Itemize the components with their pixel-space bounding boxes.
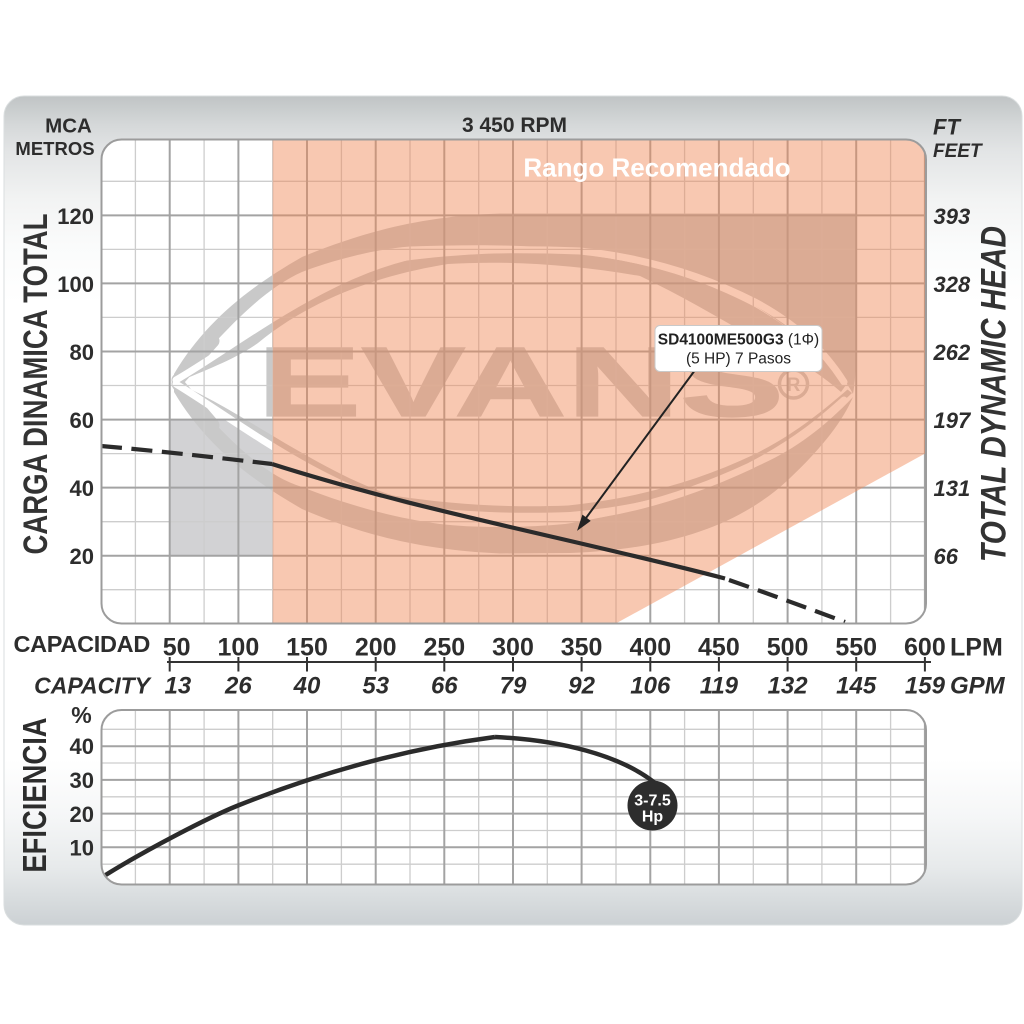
svg-text:550: 550 bbox=[835, 634, 877, 662]
svg-text:106: 106 bbox=[630, 673, 671, 700]
svg-text:MCA: MCA bbox=[45, 115, 92, 138]
svg-text:393: 393 bbox=[934, 204, 971, 229]
svg-text:40: 40 bbox=[293, 673, 321, 700]
svg-text:145: 145 bbox=[836, 673, 877, 700]
svg-text:250: 250 bbox=[423, 634, 465, 662]
svg-text:500: 500 bbox=[767, 634, 809, 662]
svg-text:120: 120 bbox=[57, 204, 94, 229]
svg-text:20: 20 bbox=[70, 802, 94, 827]
svg-text:100: 100 bbox=[218, 634, 260, 662]
svg-text:CARGA DINAMICA TOTAL: CARGA DINAMICA TOTAL bbox=[16, 214, 54, 555]
svg-text:FEET: FEET bbox=[933, 141, 983, 162]
svg-text:TOTAL DYNAMIC HEAD: TOTAL DYNAMIC HEAD bbox=[974, 226, 1013, 562]
svg-text:66: 66 bbox=[431, 673, 458, 700]
svg-text:350: 350 bbox=[561, 634, 603, 662]
svg-text:50: 50 bbox=[163, 634, 191, 662]
svg-text:80: 80 bbox=[70, 340, 94, 365]
svg-text:159: 159 bbox=[905, 673, 946, 700]
svg-text:66: 66 bbox=[934, 544, 959, 569]
svg-text:600: 600 bbox=[904, 634, 946, 662]
svg-text:CAPACITY: CAPACITY bbox=[34, 673, 153, 699]
svg-text:SD4100ME500G3 (1Φ): SD4100ME500G3 (1Φ) bbox=[658, 332, 819, 349]
svg-text:20: 20 bbox=[70, 544, 94, 569]
svg-text:92: 92 bbox=[568, 673, 595, 700]
svg-text:26: 26 bbox=[224, 673, 252, 700]
svg-text:LPM: LPM bbox=[950, 634, 1003, 662]
svg-text:262: 262 bbox=[933, 340, 971, 365]
svg-text:100: 100 bbox=[57, 272, 94, 297]
svg-text:EFICIENCIA: EFICIENCIA bbox=[18, 717, 54, 872]
svg-text:METROS: METROS bbox=[15, 138, 94, 159]
svg-text:328: 328 bbox=[934, 272, 971, 297]
svg-text:40: 40 bbox=[70, 476, 94, 501]
svg-text:Hp: Hp bbox=[642, 809, 664, 826]
svg-text:131: 131 bbox=[934, 476, 971, 501]
svg-text:79: 79 bbox=[500, 673, 527, 700]
svg-text:300: 300 bbox=[492, 634, 534, 662]
svg-text:132: 132 bbox=[768, 673, 809, 700]
svg-text:GPM: GPM bbox=[950, 673, 1006, 700]
svg-text:200: 200 bbox=[355, 634, 397, 662]
svg-text:Rango Recomendado: Rango Recomendado bbox=[523, 153, 790, 183]
svg-text:FT: FT bbox=[933, 115, 961, 140]
svg-text:3 450 RPM: 3 450 RPM bbox=[462, 114, 567, 137]
svg-text:CAPACIDAD: CAPACIDAD bbox=[13, 631, 150, 657]
svg-text:60: 60 bbox=[70, 408, 94, 433]
svg-text:40: 40 bbox=[70, 734, 94, 759]
svg-text:30: 30 bbox=[70, 768, 94, 793]
svg-text:53: 53 bbox=[362, 673, 389, 700]
svg-text:10: 10 bbox=[70, 836, 94, 861]
svg-text:150: 150 bbox=[286, 634, 328, 662]
svg-text:197: 197 bbox=[934, 408, 972, 433]
svg-text:13: 13 bbox=[165, 673, 192, 700]
svg-text:400: 400 bbox=[629, 634, 671, 662]
svg-text:(5 HP) 7 Pasos: (5 HP) 7 Pasos bbox=[686, 351, 791, 368]
svg-text:119: 119 bbox=[700, 673, 739, 700]
svg-text:450: 450 bbox=[698, 634, 740, 662]
svg-text:3-7.5: 3-7.5 bbox=[634, 793, 671, 810]
svg-text:%: % bbox=[71, 702, 91, 728]
